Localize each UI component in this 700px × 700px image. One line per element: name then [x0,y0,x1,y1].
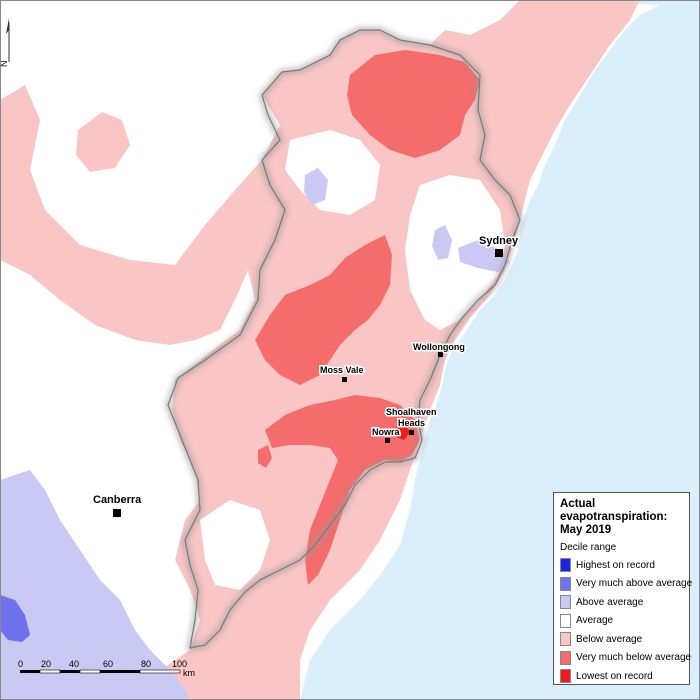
legend-item-average: Average [560,612,683,631]
wollongong-marker [438,352,443,357]
place-canberra: Canberra [92,493,144,517]
legend-item-below-average: Below average [560,630,683,649]
scale-tick-100: 100 [172,659,187,669]
region-below-average-inland-blob [76,112,130,172]
wollongong-label: Wollongong [413,342,465,352]
region-above-average-small-1 [304,168,328,205]
scale-tick-20: 20 [41,659,51,669]
region-lowest-on-record [395,424,410,440]
nowra-label: Nowra [372,427,401,437]
scale-bar-segment-3 [60,670,80,673]
legend-item-lowest-on-record: Lowest on record [560,667,683,686]
legend-swatch-above-average [560,595,571,610]
region-above-average-sydney [458,240,510,272]
legend-swatch-lowest-on-record [560,669,571,684]
legend-swatch-below-average [560,632,571,647]
moss-vale-label: Moss Vale [320,365,364,375]
region-average-southern-inland [200,500,270,590]
place-sydney: Sydney [478,234,521,257]
sydney-marker [495,249,503,257]
region-very-much-below-average-north [347,50,480,158]
legend-swatch-average [560,613,571,628]
canberra-label: Canberra [93,494,142,506]
region-very-much-below-average-small [258,445,272,468]
nowra-marker [385,438,390,443]
shoalhaven-heads-label-line1: Shoalhaven [386,407,437,417]
scale-bar-segment-2 [39,669,61,674]
legend-item-above-average: Above average [560,593,683,612]
region-very-much-below-average-central [255,235,392,385]
north-arrow-label: N [0,61,9,68]
legend-label-very-much-above-average: Very much above average [576,578,693,590]
north-arrow-head [6,18,9,34]
sydney-label: Sydney [479,235,519,247]
region-very-much-above-average [0,595,30,642]
legend-swatch-very-much-above-average [560,576,571,591]
legend-swatch-highest-on-record [560,558,571,573]
scale-bar: 0 20 40 60 80 100 km [18,659,195,678]
moss-vale-marker [342,377,347,382]
scale-bar-segment-4 [79,669,101,674]
region-above-average-small-2 [432,225,452,260]
legend-item-very-much-below-average: Very much below average [560,649,691,668]
scale-tick-80: 80 [141,659,151,669]
scale-bar-segment-6 [139,669,181,674]
catchment-outline [167,29,521,649]
region-very-much-below-average-south [265,395,420,585]
legend-label-lowest-on-record: Lowest on record [576,670,653,682]
region-average-sydney-hinterland [405,175,505,330]
legend-label-average: Average [576,615,614,627]
scale-bar-segment-5 [100,670,140,673]
legend: Actual evapotranspiration: May 2019 Deci… [553,492,692,686]
place-wollongong: Wollongong [412,341,466,357]
canberra-marker [113,509,121,517]
legend-label-above-average: Above average [576,596,644,608]
legend-title: Actual evapotranspiration: May 2019 [560,498,668,536]
place-moss-vale: Moss Vale [319,364,365,382]
shoalhaven-heads-label-line2: Heads [398,418,425,428]
legend-subtitle: Decile range [560,542,617,553]
legend-item-very-much-above-average: Very much above average [560,575,692,594]
scale-tick-0: 0 [18,659,23,669]
legend-label-highest-on-record: Highest on record [576,559,655,571]
scale-bar-segment-1 [20,670,40,673]
scale-tick-60: 60 [103,659,113,669]
place-shoalhaven-heads: Shoalhaven Heads [385,406,438,435]
shoalhaven-heads-marker [409,430,414,435]
legend-swatch-very-much-below-average [560,650,571,665]
legend-item-highest-on-record: Highest on record [560,556,683,575]
scale-unit: km [183,668,195,678]
north-arrow: N [0,18,10,68]
place-nowra: Nowra [371,426,402,443]
region-above-average-southwest [0,470,190,700]
legend-label-very-much-below-average: Very much below average [576,652,692,664]
scale-tick-40: 40 [69,659,79,669]
legend-label-below-average: Below average [576,633,643,645]
